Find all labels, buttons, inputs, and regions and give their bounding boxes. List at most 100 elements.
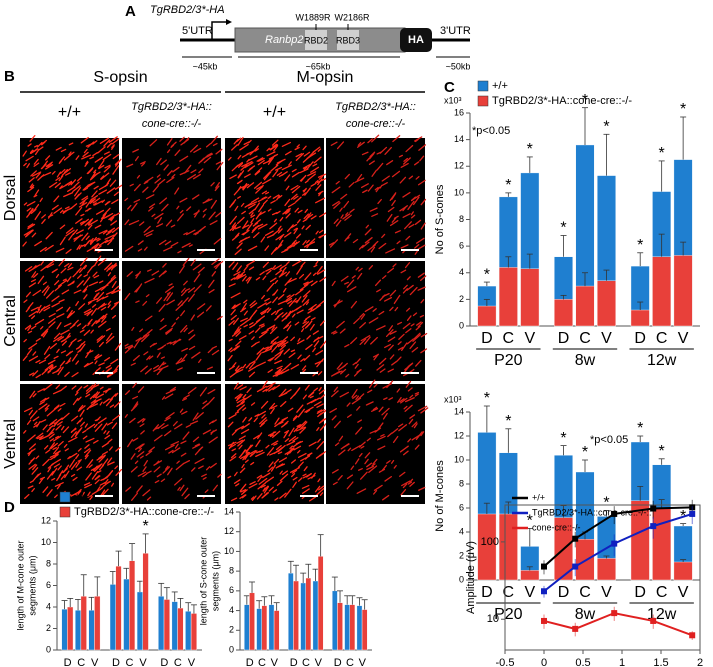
opsin-streak	[342, 443, 350, 449]
opsin-streak	[281, 312, 288, 318]
opsin-streak	[143, 225, 151, 233]
opsin-streak	[252, 232, 260, 239]
opsin-streak	[103, 139, 111, 147]
opsin-streak	[184, 493, 190, 500]
opsin-streak	[30, 306, 39, 312]
opsin-streak	[231, 164, 239, 172]
y-tick-label: 16	[454, 107, 464, 117]
y-tick-label: 0	[459, 574, 464, 584]
opsin-streak	[312, 163, 318, 167]
opsin-streak	[307, 173, 316, 181]
opsin-streak	[300, 358, 305, 362]
opsin-streak	[310, 215, 317, 220]
opsin-streak	[51, 204, 59, 211]
opsin-streak	[377, 198, 382, 205]
opsin-streak	[250, 218, 255, 224]
micrograph	[326, 261, 428, 381]
row-label: Dorsal	[2, 175, 19, 221]
opsin-streak	[145, 233, 153, 238]
opsin-streak	[413, 196, 420, 206]
opsin-streak	[68, 436, 78, 443]
opsin-streak	[180, 440, 187, 445]
opsin-streak	[71, 385, 77, 390]
opsin-streak	[291, 473, 296, 478]
micrograph	[122, 257, 224, 381]
opsin-streak	[233, 382, 239, 390]
opsin-streak	[114, 392, 119, 397]
opsin-streak	[111, 315, 117, 319]
opsin-streak	[54, 494, 58, 499]
opsin-streak	[241, 302, 247, 311]
opsin-streak	[395, 356, 402, 363]
opsin-streak	[29, 149, 34, 154]
opsin-streak	[407, 438, 412, 443]
opsin-streak	[299, 283, 309, 291]
opsin-streak	[48, 421, 55, 427]
opsin-streak	[350, 465, 355, 471]
opsin-streak	[282, 287, 287, 293]
opsin-streak	[205, 143, 211, 148]
opsin-streak	[202, 208, 207, 213]
opsin-streak	[67, 186, 76, 193]
opsin-streak	[414, 219, 422, 225]
opsin-streak	[92, 197, 101, 204]
opsin-streak	[267, 356, 275, 362]
opsin-streak	[81, 491, 85, 497]
opsin-streak	[176, 205, 180, 210]
opsin-streak	[80, 218, 90, 226]
opsin-streak	[83, 274, 89, 278]
y-tick-label: 100	[481, 536, 499, 548]
opsin-streak	[391, 360, 398, 366]
opsin-streak	[49, 343, 58, 350]
opsin-streak	[413, 161, 420, 166]
opsin-streak	[56, 474, 62, 482]
opsin-streak	[160, 318, 165, 322]
opsin-streak	[407, 387, 413, 392]
opsin-streak	[90, 194, 99, 201]
opsin-streak	[264, 297, 270, 302]
opsin-streak	[418, 486, 426, 491]
opsin-streak	[111, 280, 117, 288]
opsin-streak	[270, 200, 276, 204]
opsin-streak	[275, 269, 283, 276]
opsin-streak	[97, 146, 106, 154]
opsin-streak	[248, 483, 258, 489]
opsin-streak	[180, 324, 188, 333]
opsin-streak	[166, 138, 173, 146]
opsin-streak	[73, 181, 80, 188]
opsin-streak	[277, 339, 287, 346]
opsin-streak	[34, 318, 45, 326]
opsin-streak	[93, 185, 99, 190]
opsin-streak	[129, 183, 134, 187]
opsin-streak	[351, 444, 361, 452]
opsin-streak	[279, 216, 284, 222]
opsin-streak	[295, 153, 303, 158]
opsin-streak	[368, 465, 378, 473]
opsin-streak	[272, 169, 279, 178]
opsin-streak	[266, 325, 274, 331]
opsin-streak	[83, 448, 91, 454]
opsin-streak	[329, 239, 339, 248]
y-unit-label: x10³	[444, 394, 462, 404]
opsin-streak	[192, 412, 199, 421]
opsin-streak	[207, 388, 216, 395]
opsin-streak	[308, 496, 317, 502]
opsin-streak	[314, 485, 321, 493]
opsin-streak	[202, 198, 213, 204]
opsin-streak	[403, 364, 411, 374]
opsin-streak	[344, 281, 349, 285]
opsin-streak	[397, 396, 402, 404]
opsin-streak	[406, 315, 412, 321]
opsin-streak	[283, 362, 292, 370]
opsin-streak	[176, 213, 184, 222]
opsin-streak	[64, 470, 70, 479]
opsin-streak	[166, 299, 175, 306]
opsin-streak	[242, 407, 247, 411]
opsin-streak	[87, 168, 93, 174]
opsin-streak	[266, 308, 272, 314]
bar	[249, 592, 255, 651]
opsin-streak	[269, 326, 278, 335]
opsin-streak	[366, 437, 371, 442]
opsin-streak	[338, 449, 346, 456]
opsin-streak	[179, 136, 185, 142]
